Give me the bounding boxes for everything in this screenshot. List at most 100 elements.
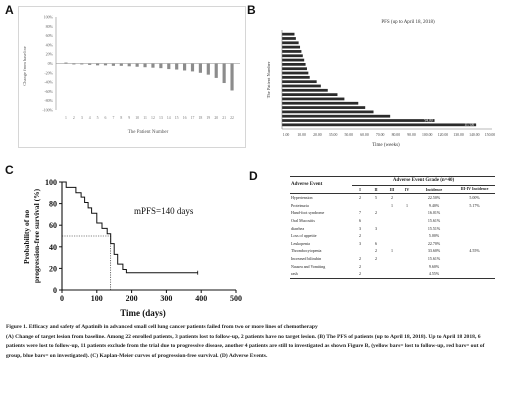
- table-cell: 6: [375, 240, 377, 246]
- panel-a-x-tick-label: 19: [206, 116, 210, 120]
- column-header: I: [359, 186, 361, 192]
- panel-c-x-tick-label: 0: [60, 294, 64, 303]
- table-cell: [454, 240, 495, 248]
- table-cell: 3: [359, 240, 361, 246]
- panel-b-bar: [282, 80, 317, 84]
- panel-a-x-label: The Patient Number: [128, 130, 169, 135]
- table-cell: Hand-foot syndrome: [291, 210, 325, 216]
- panel-a-x-tick-label: 20: [214, 116, 218, 120]
- panel-a-y-tick-label: 40%: [46, 42, 54, 47]
- table-cell: [454, 263, 495, 271]
- panel-b-bar: [282, 84, 321, 88]
- panel-a-x-tick-label: 12: [151, 116, 155, 120]
- table-cell: 2: [375, 255, 377, 261]
- table-cell: 16.01%: [427, 210, 441, 216]
- panel-a-x-tick-label: 8: [120, 116, 122, 120]
- table-cell: [454, 217, 495, 225]
- table-cell: [400, 232, 414, 240]
- panel-a-bar: [198, 63, 202, 73]
- table-cell: 5.00%: [428, 233, 440, 239]
- table-cell: 2: [391, 195, 393, 201]
- table-cell: Proteinuria: [291, 202, 309, 208]
- table-cell: 6: [359, 217, 361, 223]
- table-cell: [368, 202, 384, 210]
- panel-c-y-label-line1: Probability of no progression-free survi…: [22, 188, 41, 283]
- table-cell: Nausea and Vomiting: [291, 263, 326, 269]
- panel-a-bar: [135, 63, 139, 67]
- table-cell: 9.60%: [428, 263, 440, 269]
- panel-a-bar: [214, 63, 218, 78]
- panel-c-y-label-part2: progression-free survival (%): [32, 188, 41, 283]
- panel-a-bar: [80, 63, 84, 65]
- table-cell: 1: [391, 202, 393, 208]
- table-cell: [368, 263, 384, 271]
- panel-label-c: C: [5, 163, 14, 177]
- panel-b-bar: [282, 93, 338, 96]
- table-cell: 15.61%: [427, 217, 441, 223]
- panel-b-x-label: Time (weeks): [372, 143, 400, 148]
- panel-c-y-tick-label: 40: [49, 243, 57, 252]
- panel-b-x-tick-label: 140.00: [469, 133, 480, 137]
- table-cell: 2: [359, 195, 361, 201]
- table-row: Increased bilirubin 2 2 15.61%: [290, 255, 495, 263]
- panel-c-annotation: mPFS=140 days: [134, 206, 194, 216]
- table-cell: Oral Mucositis: [291, 217, 315, 223]
- table-cell: diarrhea: [291, 225, 305, 231]
- panel-a-y-tick-label: -60%: [44, 89, 53, 94]
- panel-a-x-tick-label: 2: [73, 116, 75, 120]
- table-cell: 33.60%: [427, 248, 441, 254]
- table-cell: [384, 255, 400, 263]
- table-cell: 2: [375, 210, 377, 216]
- table-cell: [454, 270, 495, 278]
- table-cell: [384, 217, 400, 225]
- panel-b-bar: [282, 119, 435, 122]
- table-cell: [368, 217, 384, 225]
- panel-c-x-tick-label: 500: [230, 294, 242, 303]
- table-cell: [400, 255, 414, 263]
- table-row: Nausea and Vomiting 2 9.60%: [290, 263, 495, 271]
- panel-a-x-tick-label: 22: [230, 116, 234, 120]
- panel-a-bar: [72, 63, 76, 65]
- table-cell: Leukopenia: [291, 240, 310, 246]
- panel-b-x-tick-label: 100.00: [422, 133, 433, 137]
- panel-b-bar: [282, 37, 296, 40]
- panel-c-km-chart: 0 20 40 60 80 100 0 100 200 300 400 500 mPFS=140 da…: [22, 178, 242, 318]
- panel-b-x-tick-label: 35.00: [329, 133, 338, 137]
- panel-b-bar: [282, 114, 391, 118]
- panel-a-x-tick-label: 17: [191, 116, 195, 120]
- panel-a-x-tick-label: 10: [135, 116, 139, 120]
- table-cell: 4.55%: [428, 271, 440, 277]
- panel-d-adverse-events-table: Adverse Event Adverse Event Grade (n=40)…: [290, 176, 496, 279]
- panel-a-bar: [183, 63, 187, 71]
- panel-c-y-label-part1: Probability of no: [22, 210, 31, 264]
- panel-b-x-tick-label: 150.00: [485, 133, 496, 137]
- column-header: III-IV Incidence: [460, 186, 489, 192]
- table-cell: 5: [375, 195, 377, 201]
- table-cell: [384, 263, 400, 271]
- table-cell: [400, 209, 414, 217]
- table-cell: 5.00%: [469, 195, 480, 201]
- panel-c-y-tick-label: 0: [53, 286, 57, 295]
- panel-a-bar: [96, 63, 100, 66]
- panel-b-x-tick-label: 60.00: [360, 133, 369, 137]
- panel-a-y-tick-label: 0%: [48, 61, 54, 66]
- panel-b-bar: [282, 41, 299, 45]
- table-cell: [454, 255, 495, 263]
- panel-b-x-tick-label: 20.00: [313, 133, 322, 137]
- panel-b-bar: [282, 50, 302, 53]
- panel-c-y-tick-label: 20: [49, 264, 57, 273]
- panel-a-x-tick-label: 13: [159, 116, 163, 120]
- table-cell: Loss of appetite: [291, 233, 317, 239]
- table-cell: Increased bilirubin: [291, 255, 322, 261]
- panel-a-bar: [230, 63, 234, 91]
- panel-a-x-tick-label: 15: [175, 116, 179, 120]
- panel-b-pfs-chart: PFS (up to April 18, 2018) 117.00 94.00 1…: [266, 20, 496, 148]
- panel-a-x-tick-label: 11: [143, 116, 147, 120]
- table-cell: [400, 263, 414, 271]
- panel-a-x-tick-label: 14: [167, 116, 171, 120]
- panel-b-bar: [282, 67, 307, 71]
- table-cell: [400, 240, 414, 248]
- panel-a-x-tick-label: 9: [128, 116, 130, 120]
- panel-a-bar: [175, 63, 179, 70]
- column-header: Incidence: [425, 186, 443, 192]
